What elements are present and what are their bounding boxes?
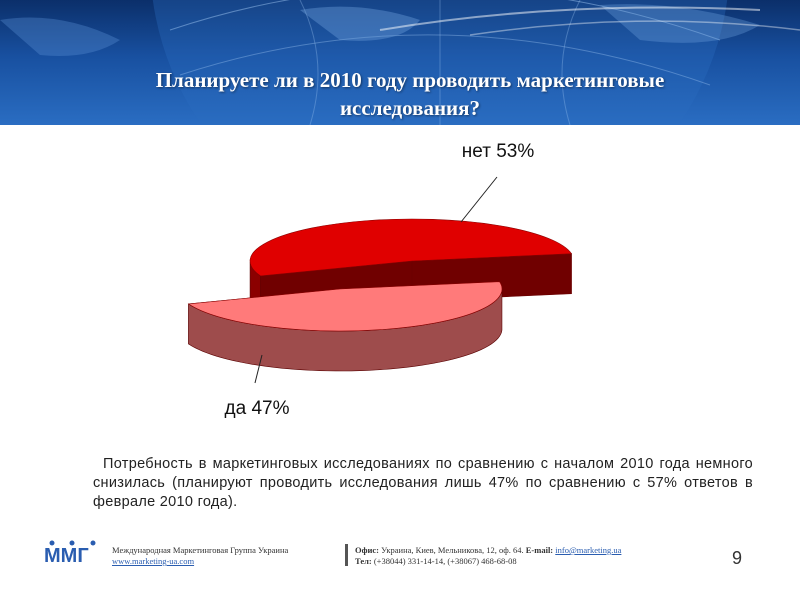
office-label: Офис:: [355, 545, 379, 555]
company-name: Международная Маркетинговая Группа Украи…: [112, 545, 289, 555]
company-website-link[interactable]: www.marketing-ua.com: [112, 556, 195, 566]
slice-top: [187, 281, 503, 332]
company-info: Международная Маркетинговая Группа Украи…: [112, 545, 288, 567]
phone-numbers: (+38044) 331-14-14, (+38067) 468-68-08: [373, 556, 517, 566]
leader-line: [460, 176, 498, 223]
caption-text: Потребность в маркетинговых исследования…: [93, 455, 753, 512]
title-line-2: исследования?: [339, 96, 481, 120]
caption-body: Потребность в маркетинговых исследования…: [93, 456, 753, 510]
company-logo: ММГ: [44, 540, 106, 569]
slice-label-da: да 47%: [225, 398, 290, 419]
leader-line: [254, 354, 263, 384]
slice-label-net: нет 53%: [462, 141, 535, 162]
globe-background: [0, 0, 800, 125]
pie-slice-da: [187, 281, 503, 372]
phone-label: Тел:: [355, 556, 372, 566]
slice-top: [249, 218, 573, 277]
contact-info: Офис: Украина, Киев, Мельникова, 12, оф.…: [355, 545, 621, 567]
footer-separator: [345, 544, 348, 566]
page-number: 9: [732, 548, 743, 568]
office-address: Украина, Киев, Мельникова, 12, оф. 64.: [381, 545, 524, 555]
pie-chart: нет 53% да 47%: [187, 141, 573, 419]
svg-text:ММГ: ММГ: [44, 545, 89, 564]
email-label: E-mail:: [525, 545, 554, 555]
title-line-1: Планируете ли в 2010 году проводить марк…: [155, 68, 665, 92]
slide-title: Планируете ли в 2010 году проводить марк…: [60, 66, 760, 122]
header-banner: Планируете ли в 2010 году проводить марк…: [0, 0, 800, 125]
email-link[interactable]: info@marketing.ua: [555, 545, 622, 555]
